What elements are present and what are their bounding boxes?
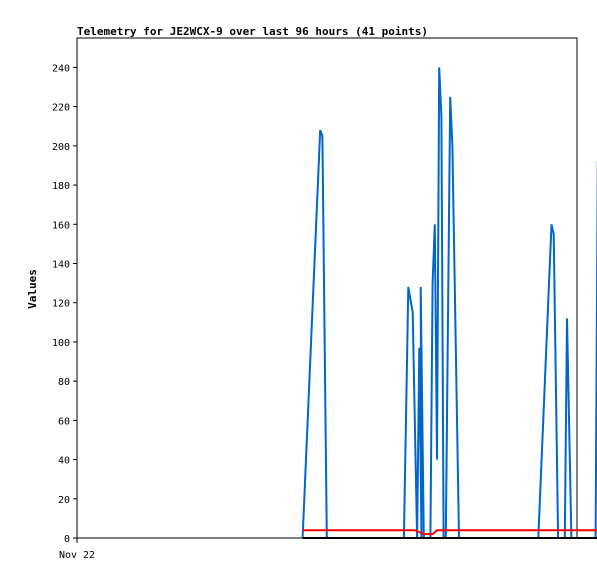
y-tick-label: 180 [52, 181, 70, 192]
chart-title: Telemetry for JE2WCX-9 over last 96 hour… [77, 25, 428, 38]
y-tick-label: 60 [58, 416, 70, 427]
series-line-0 [301, 67, 597, 539]
y-axis-label: Values [26, 269, 39, 309]
series-group [301, 67, 597, 539]
y-tick-label: 200 [52, 142, 70, 153]
y-tick-label: 40 [58, 456, 70, 467]
y-tick-label: 120 [52, 299, 70, 310]
y-tick-label: 140 [52, 259, 70, 270]
y-tick-label: 240 [52, 63, 70, 74]
y-tick-label: 80 [58, 377, 70, 388]
y-tick-label: 100 [52, 338, 70, 349]
y-tick-label: 160 [52, 220, 70, 231]
y-tick-label: 0 [64, 534, 70, 545]
y-axis: 0 20 40 60 80 100 120 140 160 180 200 220 240 [52, 63, 77, 545]
x-axis: Nov 22 [59, 538, 95, 561]
y-tick-label: 220 [52, 103, 70, 114]
x-tick-label: Nov 22 [59, 550, 95, 561]
plot-frame [76, 37, 578, 539]
y-tick-label: 20 [58, 495, 70, 506]
series-line-1 [302, 529, 597, 536]
